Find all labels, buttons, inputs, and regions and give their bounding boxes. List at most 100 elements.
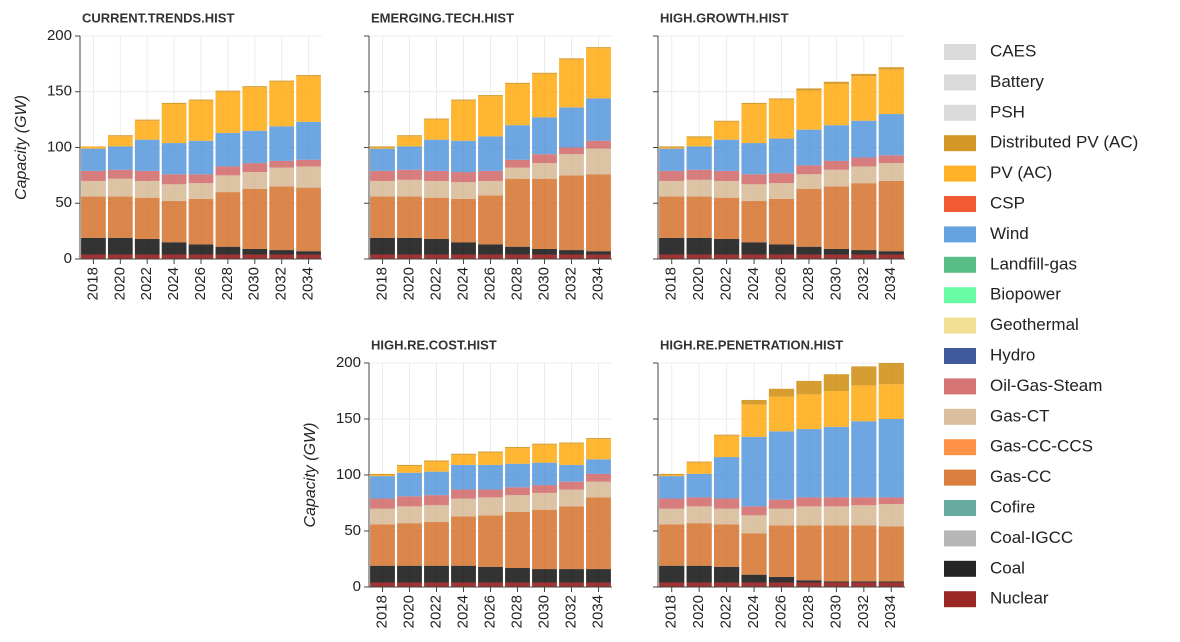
bar-segment bbox=[586, 582, 611, 587]
bar-segment bbox=[296, 121, 321, 160]
bar-segment bbox=[107, 169, 133, 179]
bar-segment bbox=[823, 169, 850, 187]
bar-segment bbox=[370, 524, 395, 566]
bar-segment bbox=[505, 511, 530, 568]
bar-segment bbox=[242, 87, 268, 131]
bar-segment bbox=[188, 183, 214, 199]
bar-segment bbox=[851, 250, 877, 255]
bar-segment bbox=[586, 459, 611, 474]
bar-segment bbox=[161, 254, 187, 259]
bar-segment bbox=[796, 380, 822, 395]
legend-label: Biopower bbox=[990, 285, 1061, 304]
bar-segment bbox=[768, 525, 795, 577]
bar-segment bbox=[505, 82, 530, 84]
bar-segment bbox=[397, 582, 422, 587]
panel: HIGH.RE.PENETRATION.HIST 2018 2020 2022 2024… bbox=[653, 337, 905, 628]
bar-segment bbox=[713, 434, 740, 436]
bar-segment bbox=[424, 170, 449, 181]
bar-segment bbox=[559, 464, 584, 482]
bar-segment bbox=[659, 582, 685, 587]
bar-segment bbox=[851, 366, 877, 386]
y-tick-label: 0 bbox=[64, 250, 72, 267]
legend-label: Coal-IGCC bbox=[990, 528, 1073, 547]
bar-segment bbox=[713, 582, 740, 587]
bar-segment bbox=[505, 495, 530, 512]
bar-segment bbox=[586, 48, 611, 99]
bar-segment bbox=[424, 522, 449, 566]
bar-segment bbox=[713, 566, 740, 583]
bar-segment bbox=[478, 464, 503, 490]
panel: HIGH.GROWTH.HIST 2018 2020 2022 2024 2026 2028… bbox=[653, 10, 905, 300]
legend-label: Nuclear bbox=[990, 589, 1049, 608]
bar-segment bbox=[659, 148, 685, 171]
bar-segment bbox=[296, 251, 321, 255]
bar-segment bbox=[878, 497, 904, 505]
bar-segment bbox=[768, 396, 795, 432]
x-tick-label: 2032 bbox=[273, 267, 290, 300]
bar-segment bbox=[397, 472, 422, 497]
bar-segment bbox=[559, 154, 584, 176]
legend-swatch bbox=[944, 196, 976, 212]
x-tick-label: 2022 bbox=[427, 267, 444, 300]
x-tick-label: 2024 bbox=[745, 267, 762, 300]
bar-segment bbox=[532, 443, 557, 445]
bar-segment bbox=[532, 582, 557, 587]
bar-segment bbox=[397, 136, 422, 147]
bar-segment bbox=[532, 154, 557, 164]
bar-segment bbox=[478, 497, 503, 516]
legend-swatch bbox=[944, 348, 976, 364]
bar-segment bbox=[81, 196, 106, 238]
bar-segment bbox=[686, 137, 712, 147]
bar-segment bbox=[686, 461, 712, 463]
bar-segment bbox=[851, 157, 877, 167]
bar-segment bbox=[370, 475, 395, 477]
bar-segment bbox=[851, 120, 877, 158]
bar-segment bbox=[878, 254, 904, 259]
x-tick-label: 2020 bbox=[690, 267, 707, 300]
panel-title: CURRENT.TRENDS.HIST bbox=[82, 10, 234, 25]
bar-segment bbox=[741, 404, 767, 437]
bar-segment bbox=[823, 497, 850, 507]
x-tick-label: 2028 bbox=[800, 595, 817, 628]
bar-segment bbox=[134, 170, 160, 181]
bar-segment bbox=[478, 452, 503, 465]
legend-swatch bbox=[944, 591, 976, 608]
bar-segment bbox=[451, 100, 476, 141]
bar-segment bbox=[796, 429, 822, 498]
bar-segment bbox=[741, 399, 767, 405]
bar-segment bbox=[823, 582, 850, 587]
x-tick-label: 2034 bbox=[589, 267, 606, 300]
bar-segment bbox=[532, 163, 557, 179]
bar-segment bbox=[586, 497, 611, 570]
bar-segment bbox=[424, 565, 449, 583]
legend-swatch bbox=[944, 500, 976, 516]
x-tick-label: 2030 bbox=[535, 267, 552, 300]
bar-segment bbox=[878, 251, 904, 255]
legend-label: Distributed PV (AC) bbox=[990, 133, 1138, 152]
bar-segment bbox=[741, 102, 767, 105]
bar-segment bbox=[659, 476, 685, 499]
bar-segment bbox=[713, 139, 740, 171]
bar-segment bbox=[81, 148, 106, 171]
bar-segment bbox=[686, 196, 712, 238]
y-tick-label: 50 bbox=[55, 194, 72, 211]
bar-segment bbox=[586, 148, 611, 175]
bar-segment bbox=[686, 473, 712, 498]
bar-segment bbox=[713, 197, 740, 239]
x-tick-label: 2020 bbox=[400, 595, 417, 628]
bar-segment bbox=[478, 96, 503, 137]
bar-segment bbox=[878, 163, 904, 181]
x-tick-label: 2020 bbox=[400, 267, 417, 300]
bar-segment bbox=[424, 254, 449, 259]
bar-segment bbox=[741, 201, 767, 243]
bar-segment bbox=[586, 251, 611, 255]
bar-segment bbox=[768, 254, 795, 259]
bar-segment bbox=[851, 582, 877, 587]
bar-segment bbox=[161, 143, 187, 175]
y-tick-label: 150 bbox=[47, 83, 72, 100]
x-tick-label: 2026 bbox=[192, 267, 209, 300]
bar-segment bbox=[768, 183, 795, 199]
bar-segment bbox=[505, 487, 530, 496]
bar-segment bbox=[532, 485, 557, 493]
bar-segment bbox=[451, 182, 476, 199]
